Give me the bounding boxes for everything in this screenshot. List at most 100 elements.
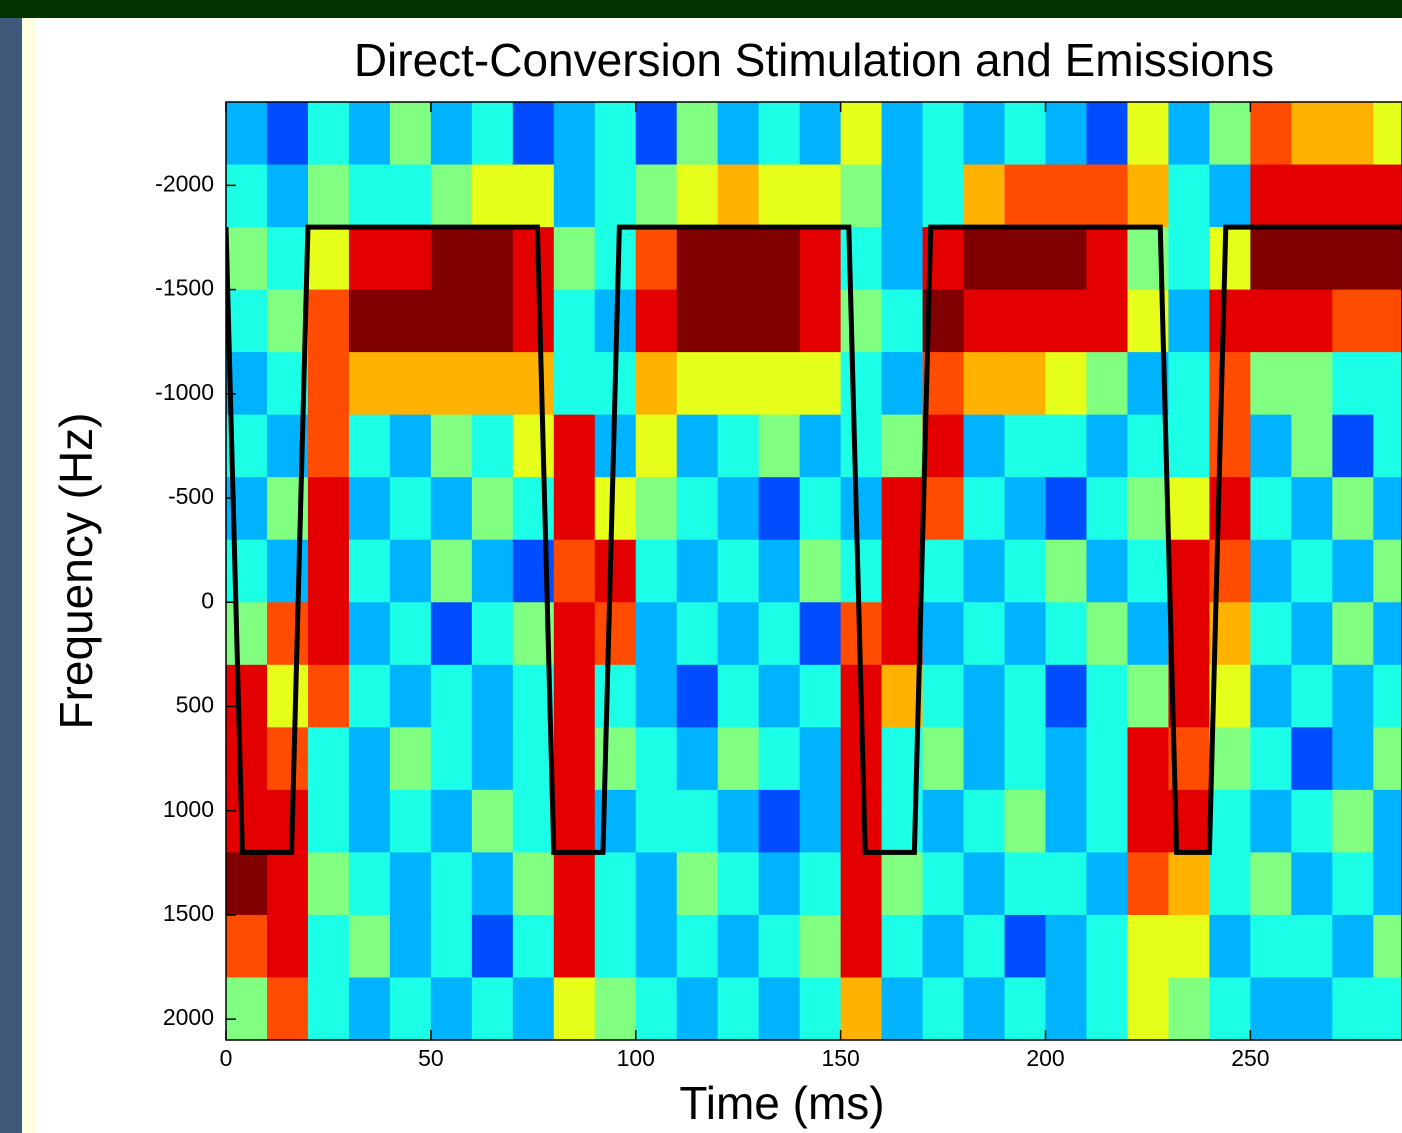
heatmap-cell	[1045, 414, 1087, 478]
heatmap-cell	[594, 602, 637, 666]
heatmap-cell	[963, 352, 1006, 416]
heatmap-cell	[471, 727, 514, 791]
heatmap-cell	[1250, 664, 1292, 728]
heatmap-cell	[307, 539, 350, 603]
heatmap-cell	[348, 977, 391, 1040]
heatmap-cell	[266, 977, 309, 1040]
x-tick-label: 100	[617, 1045, 655, 1071]
heatmap-cell	[594, 164, 637, 228]
heatmap-cell	[1045, 977, 1087, 1040]
heatmap-cell	[963, 164, 1006, 228]
heatmap-cell	[1373, 414, 1402, 478]
heatmap-cell	[226, 289, 268, 353]
heatmap-cell	[1332, 414, 1374, 478]
heatmap-cell	[430, 289, 473, 353]
heatmap-cell	[799, 477, 842, 541]
heatmap-cell	[1168, 289, 1210, 353]
heatmap-cell	[471, 914, 514, 978]
heatmap-cell	[1250, 977, 1292, 1040]
heatmap-cell	[512, 164, 555, 228]
heatmap-cell	[1250, 477, 1292, 541]
heatmap-cell	[1004, 414, 1047, 478]
heatmap-cell	[963, 227, 1006, 291]
heatmap-cell	[799, 664, 842, 728]
heatmap-cell	[307, 914, 350, 978]
heatmap-cell	[389, 539, 432, 603]
heatmap-cell	[266, 102, 309, 166]
heatmap-cell	[512, 727, 555, 791]
heatmap-cell	[1004, 352, 1047, 416]
heatmap-cell	[266, 227, 309, 291]
heatmap-cell	[471, 602, 514, 666]
heatmap-cell	[512, 227, 555, 291]
heatmap-cell	[799, 414, 842, 478]
heatmap-cell	[1373, 602, 1402, 666]
heatmap-cell	[717, 852, 760, 916]
y-tick-label: 500	[176, 692, 214, 718]
heatmap-cell	[307, 414, 350, 478]
heatmap-cell	[1332, 352, 1374, 416]
heatmap-cell	[553, 477, 596, 541]
heatmap-cell	[226, 914, 268, 978]
heatmap-cell	[1291, 852, 1333, 916]
heatmap-cell	[1168, 914, 1210, 978]
heatmap-cell	[389, 664, 432, 728]
x-tick-label: 0	[220, 1045, 233, 1071]
heatmap-cell	[1045, 227, 1087, 291]
heatmap-cell	[1332, 289, 1374, 353]
heatmap-cell	[226, 664, 268, 728]
heatmap-cell	[512, 102, 555, 166]
heatmap-cell	[553, 164, 596, 228]
heatmap-cell	[840, 914, 883, 978]
heatmap-cell	[881, 164, 924, 228]
heatmap-cell	[635, 914, 678, 978]
heatmap-cell	[594, 102, 637, 166]
heatmap-cell	[840, 164, 883, 228]
heatmap-cell	[758, 227, 801, 291]
heatmap-cell	[676, 977, 719, 1040]
heatmap-cell	[758, 789, 801, 853]
heatmap-cell	[676, 727, 719, 791]
heatmap-cell	[226, 602, 268, 666]
heatmap-cell	[389, 789, 432, 853]
heatmap-cell	[758, 414, 801, 478]
heatmap-cell	[594, 477, 637, 541]
heatmap-cell	[471, 664, 514, 728]
heatmap-cell	[1086, 164, 1128, 228]
heatmap-cell	[307, 664, 350, 728]
heatmap-cell	[922, 164, 965, 228]
heatmap-cell	[1291, 414, 1333, 478]
heatmap-cell	[717, 914, 760, 978]
heatmap-cell	[1332, 164, 1374, 228]
heatmap-cell	[1004, 977, 1047, 1040]
heatmap-cell	[430, 852, 473, 916]
heatmap-cell	[553, 727, 596, 791]
heatmap-cell	[348, 789, 391, 853]
heatmap-cell	[307, 164, 350, 228]
heatmap-cell	[1168, 477, 1210, 541]
heatmap-cell	[553, 227, 596, 291]
side-bar	[0, 18, 22, 1133]
heatmap-cell	[635, 977, 678, 1040]
heatmap-cell	[1127, 977, 1169, 1040]
heatmap-cell	[348, 914, 391, 978]
heatmap-cell	[717, 539, 760, 603]
heatmap-cell	[922, 602, 965, 666]
heatmap-cell	[471, 977, 514, 1040]
heatmap-cell	[348, 477, 391, 541]
heatmap-cell	[840, 102, 883, 166]
heatmap-cell	[963, 914, 1006, 978]
heatmap-cell	[1127, 102, 1169, 166]
heatmap-cell	[1127, 914, 1169, 978]
heatmap-cell	[799, 727, 842, 791]
heatmap-cell	[1291, 789, 1333, 853]
heatmap-cell	[1250, 352, 1292, 416]
heatmap-cell	[635, 852, 678, 916]
x-tick-label: 200	[1026, 1045, 1064, 1071]
heatmap-cell	[1332, 914, 1374, 978]
heatmap-cell	[799, 789, 842, 853]
heatmap-cell	[963, 664, 1006, 728]
heatmap-cell	[389, 289, 432, 353]
heatmap-cell	[471, 164, 514, 228]
heatmap-cell	[1168, 102, 1210, 166]
